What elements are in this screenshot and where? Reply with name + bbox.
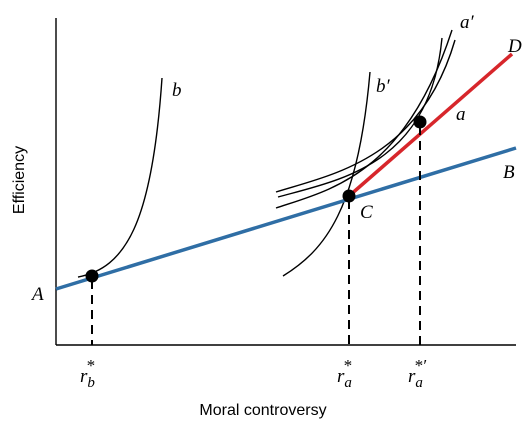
y-axis-label: Efficiency bbox=[11, 146, 28, 214]
curve-a bbox=[275, 39, 456, 193]
x-marker-label: ra*′ bbox=[408, 356, 426, 391]
marker-sup: * bbox=[343, 356, 352, 375]
label-b: b bbox=[172, 80, 182, 101]
marker-sub: a bbox=[415, 375, 423, 391]
marker-base: r bbox=[337, 366, 345, 387]
label-a: a bbox=[456, 104, 466, 125]
marker-base: r bbox=[80, 366, 88, 387]
curve-b-prime bbox=[282, 71, 371, 277]
label-b-line: B bbox=[503, 162, 515, 183]
curve-b bbox=[77, 77, 163, 278]
curve-a-inner bbox=[277, 37, 443, 198]
marker-sub: a bbox=[344, 375, 352, 391]
x-axis-label: Moral controversy bbox=[199, 402, 326, 419]
line-d bbox=[347, 52, 514, 198]
label-a-point: A bbox=[30, 284, 44, 305]
marker-base: r bbox=[408, 366, 416, 387]
marker-sub: b bbox=[87, 375, 95, 391]
label-c: C bbox=[360, 202, 373, 223]
x-markers: rb*ra*ra*′ bbox=[80, 356, 426, 391]
label-d: D bbox=[507, 36, 522, 57]
marker-sup: * bbox=[86, 356, 95, 375]
x-marker-label: ra* bbox=[337, 356, 352, 391]
point bbox=[85, 269, 99, 283]
line-b bbox=[55, 146, 517, 291]
point bbox=[342, 189, 356, 203]
label-b-prime: b′ bbox=[376, 76, 391, 97]
point bbox=[413, 115, 427, 129]
x-marker-label: rb* bbox=[80, 356, 95, 391]
marker-sup: *′ bbox=[414, 356, 427, 375]
label-a-prime: a′ bbox=[460, 12, 475, 33]
